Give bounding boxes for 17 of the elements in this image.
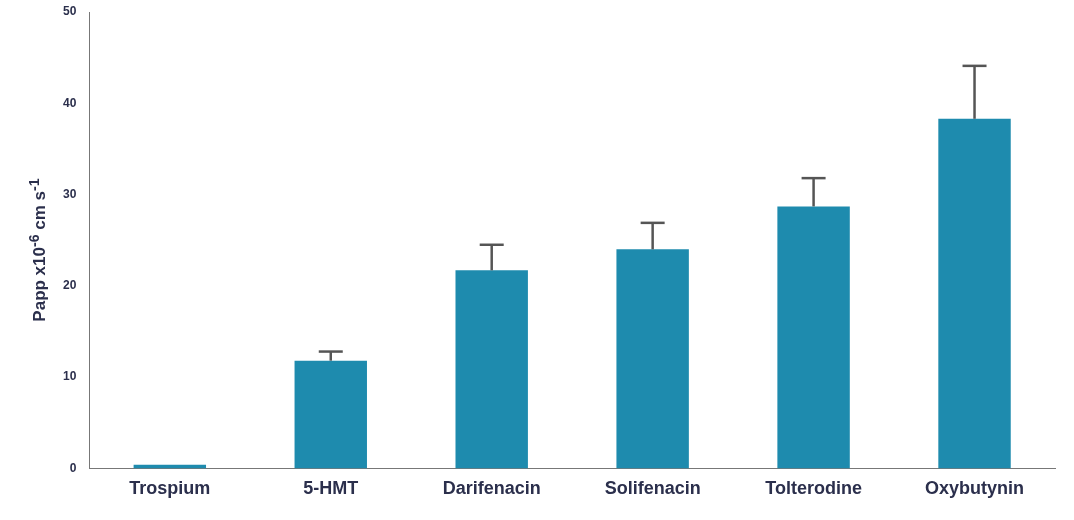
x-tick-label: Tolterodine [765, 478, 862, 499]
bar [938, 118, 1011, 469]
x-tick-label: Darifenacin [442, 478, 541, 499]
y-tick-label: 40 [62, 95, 77, 110]
bar [294, 360, 367, 469]
bar [455, 270, 528, 469]
y-tick-label: 30 [62, 186, 77, 201]
x-tick-label: Trospium [129, 478, 211, 499]
y-tick-label: 10 [62, 369, 77, 384]
x-tick-label: 5-HMT [303, 478, 359, 499]
y-tick-label: 20 [62, 278, 77, 293]
bar [616, 249, 689, 469]
x-tick-label: Solifenacin [604, 478, 701, 499]
y-tick-label: 0 [69, 460, 77, 475]
y-tick-label: 50 [62, 4, 77, 19]
x-tick-label: Oxybutynin [925, 478, 1025, 499]
bar [777, 206, 850, 469]
